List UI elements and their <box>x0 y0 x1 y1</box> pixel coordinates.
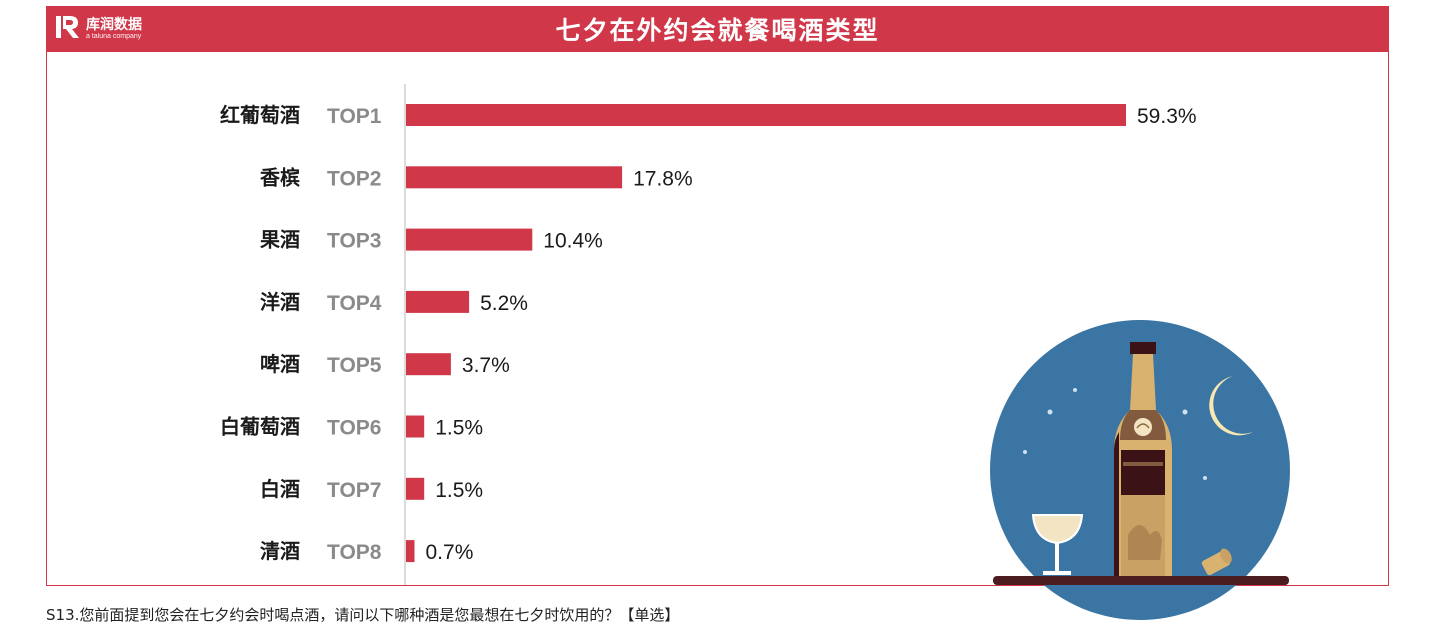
wine-bottle-icon <box>1114 342 1172 578</box>
rank-label: TOP7 <box>327 479 381 502</box>
rank-label: TOP3 <box>327 230 381 253</box>
bar <box>406 353 451 376</box>
category-label: 啤酒 <box>260 352 300 376</box>
bar <box>406 540 415 563</box>
brand-logo: 库润数据 a taluna company <box>54 12 164 46</box>
value-label: 17.8% <box>633 167 693 190</box>
rank-label: TOP2 <box>327 167 381 190</box>
brand-name: 库润数据 <box>86 17 142 33</box>
wine-glass-icon <box>1031 514 1084 575</box>
rank-label: TOP5 <box>327 354 382 377</box>
category-label: 洋酒 <box>260 290 300 314</box>
bar <box>406 104 1126 126</box>
value-label: 10.4% <box>543 230 603 253</box>
bar <box>406 290 470 313</box>
category-label: 香槟 <box>260 165 300 189</box>
logo-icon <box>56 16 79 38</box>
value-label: 1.5% <box>435 479 483 502</box>
survey-footnote: S13.您前面提到您会在七夕约会时喝点酒，请问以下哪种酒是您最想在七夕时饮用的？… <box>46 606 680 624</box>
rank-label: TOP8 <box>327 541 382 564</box>
bar <box>406 415 425 438</box>
wine-bottle-moon-illustration <box>990 320 1290 620</box>
category-label: 白酒 <box>260 477 300 501</box>
category-label: 清酒 <box>260 539 300 563</box>
chart-title: 七夕在外约会就餐喝酒类型 <box>555 16 880 45</box>
value-label: 0.7% <box>426 541 474 564</box>
rank-label: TOP1 <box>327 105 382 128</box>
title-bar: 七夕在外约会就餐喝酒类型 <box>46 6 1389 52</box>
table-shelf <box>993 576 1289 585</box>
value-label: 5.2% <box>480 292 528 315</box>
bar <box>406 166 623 189</box>
bar <box>406 477 425 500</box>
rank-label: TOP6 <box>327 417 381 440</box>
category-label: 果酒 <box>260 228 300 252</box>
cork-icon <box>1201 548 1232 576</box>
value-label: 59.3% <box>1137 105 1197 128</box>
category-label: 白葡萄酒 <box>220 415 300 439</box>
value-label: 3.7% <box>462 354 510 377</box>
bar <box>406 228 533 251</box>
category-label: 红葡萄酒 <box>220 103 300 127</box>
brand-tagline: a taluna company <box>86 33 142 40</box>
rank-label: TOP4 <box>327 292 382 315</box>
value-label: 1.5% <box>435 417 483 440</box>
